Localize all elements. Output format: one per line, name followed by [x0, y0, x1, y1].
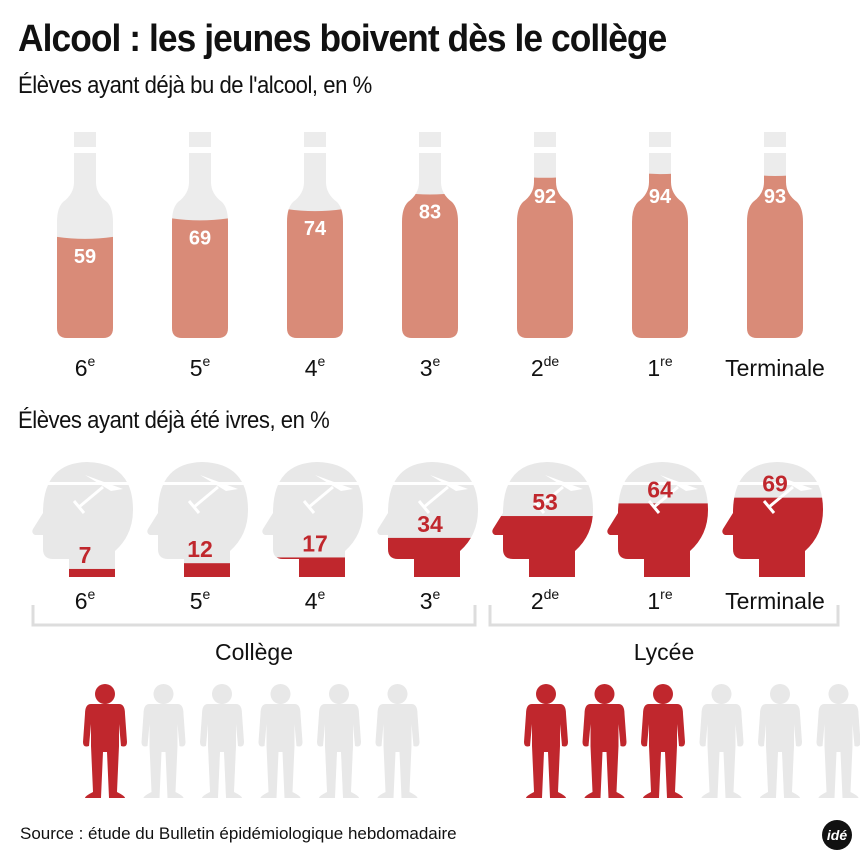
bottle-value: 74: [304, 218, 327, 240]
head-fill-level: [262, 557, 363, 577]
bottle-0: 59: [57, 132, 113, 338]
person-icon-highlighted: [641, 684, 685, 798]
head-3: 34: [370, 462, 490, 577]
person-icon: [699, 684, 744, 798]
group-label-college: Collège: [215, 639, 293, 665]
bottle-chart: 59 69 74 83 92 94 93: [57, 132, 803, 338]
person-icon: [375, 684, 420, 798]
bottle-value: 93: [764, 186, 786, 208]
head-fill-level: [492, 516, 593, 577]
head-5: 64: [600, 462, 720, 577]
head-grade-label: 5e: [189, 586, 211, 614]
bottle-grade-label: Terminale: [725, 355, 825, 381]
bottle-cap: [74, 132, 96, 147]
ide-logo: idé: [822, 820, 852, 850]
head-value: 53: [532, 489, 558, 515]
bottle-cap: [189, 132, 211, 147]
head-1: 12: [140, 462, 260, 577]
head-grade-label: 4e: [304, 586, 326, 614]
source-note: Source : étude du Bulletin épidémiologiq…: [20, 824, 457, 843]
bottle-grade-label: 2de: [530, 353, 560, 381]
bottle-cap: [304, 132, 326, 147]
person-icon-highlighted: [582, 684, 627, 798]
bottle-4: 92: [517, 132, 573, 338]
bottle-fill-level: [172, 216, 228, 338]
people-pictogram: [83, 684, 860, 798]
bottle-value: 94: [649, 186, 672, 208]
head-fill-level: [147, 563, 248, 577]
head-chart: 7 12 17 34 53 64 69: [25, 462, 835, 577]
person-icon: [317, 684, 361, 798]
bottle-5: 94: [632, 132, 688, 338]
head-2: 17: [255, 462, 375, 577]
head-value: 64: [647, 476, 673, 502]
bottle-value: 59: [74, 246, 96, 268]
bottle-value: 83: [419, 201, 441, 223]
head-value: 12: [187, 536, 213, 562]
bottle-fill-level: [402, 190, 458, 338]
section2-subtitle: Élèves ayant déjà été ivres, en %: [18, 407, 330, 434]
head-fill-level: [607, 503, 708, 577]
person-icon: [141, 684, 186, 798]
bottle-value: 69: [189, 227, 211, 249]
person-icon-highlighted: [83, 684, 127, 798]
bottle-fill-level: [517, 173, 573, 338]
lycee-bracket: [488, 605, 840, 627]
bottle-fill-level: [632, 170, 688, 338]
head-grade-label: Terminale: [725, 588, 825, 614]
person-icon-highlighted: [524, 684, 568, 798]
group-label-lycee: Lycée: [633, 639, 695, 665]
section1-subtitle: Élèves ayant déjà bu de l'alcool, en %: [18, 72, 372, 99]
bottle-grade-label: 4e: [304, 353, 326, 381]
bottle-cap: [649, 132, 671, 147]
bottle-fill-level: [747, 171, 803, 338]
person-icon: [816, 684, 860, 798]
head-6: 69: [715, 462, 835, 577]
bottle-grade-label: 1re: [647, 353, 673, 381]
head-value: 17: [302, 530, 328, 556]
bottle-grade-label: 6e: [74, 353, 96, 381]
head-value: 34: [417, 511, 443, 537]
person-icon: [200, 684, 244, 798]
head-value: 7: [79, 542, 92, 568]
head-fill-level: [377, 537, 478, 577]
head-fill-level: [32, 568, 134, 577]
bottle-grade-label: 3e: [419, 353, 441, 381]
bottle-grade-label: 5e: [189, 353, 211, 381]
bottle-fill-level: [57, 234, 113, 338]
head-0: 7: [25, 462, 145, 577]
bottle-fill-level: [287, 207, 343, 338]
bottle-cap: [534, 132, 556, 147]
group-brackets: [31, 605, 840, 627]
bottle-3: 83: [402, 132, 458, 338]
college-bracket: [31, 605, 477, 627]
bottle-cap: [419, 132, 441, 147]
bottle-1: 69: [172, 132, 228, 338]
bottle-value: 92: [534, 186, 556, 208]
head-4: 53: [485, 462, 605, 577]
bottle-2: 74: [287, 132, 343, 338]
head-grade-label: 1re: [647, 586, 673, 614]
bottle-cap: [764, 132, 786, 147]
head-fill-level: [722, 497, 823, 577]
person-icon: [758, 684, 802, 798]
bottle-6: 93: [747, 132, 803, 338]
page-title: Alcool : les jeunes boivent dès le collè…: [18, 18, 667, 60]
head-grade-label: 2de: [530, 586, 560, 614]
head-grade-label: 6e: [74, 586, 96, 614]
head-grade-label: 3e: [419, 586, 441, 614]
head-value: 69: [762, 471, 788, 497]
person-icon: [258, 684, 303, 798]
